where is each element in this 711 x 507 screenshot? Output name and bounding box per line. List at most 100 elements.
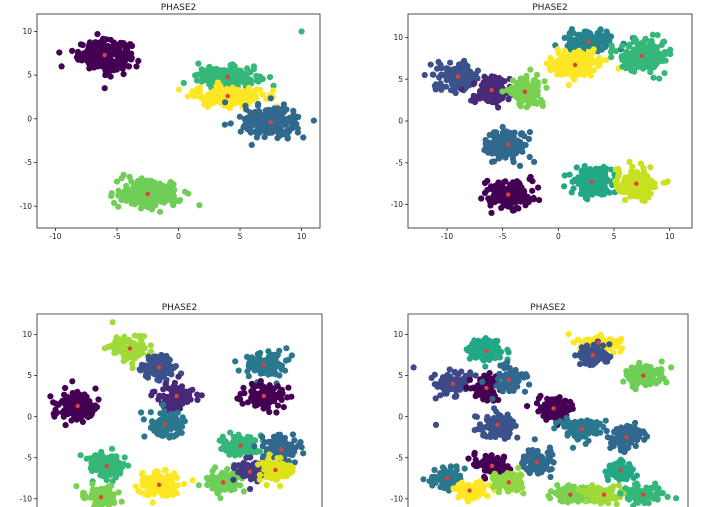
scatter-point: [561, 47, 568, 54]
scatter-point: [112, 463, 119, 470]
scatter-point: [116, 60, 123, 67]
scatter-point: [157, 416, 164, 423]
scatter-point: [629, 377, 636, 384]
scatter-point: [158, 374, 166, 381]
outlier-point: [109, 319, 116, 326]
scatter-point: [101, 345, 108, 352]
scatter-point: [619, 42, 626, 50]
scatter-point: [160, 199, 167, 206]
scatter-point: [252, 120, 259, 127]
scatter-point: [499, 148, 507, 155]
centroid-marker: [156, 365, 162, 370]
scatter-point: [171, 484, 178, 491]
scatter-point: [526, 129, 533, 136]
scatter-point: [534, 91, 541, 98]
scatter-point: [592, 57, 599, 64]
scatter-point: [531, 98, 538, 105]
scatter-point: [593, 189, 601, 196]
scatter-point: [498, 77, 505, 84]
scatter-point: [595, 62, 602, 69]
scatter-point: [577, 361, 584, 368]
scatter-point: [606, 341, 613, 348]
scatter-point: [667, 46, 674, 53]
scatter-point: [118, 498, 125, 505]
scatter-point: [153, 186, 160, 193]
scatter-point: [181, 480, 188, 488]
scatter-point: [167, 365, 174, 372]
scatter-point: [131, 183, 138, 190]
outlier-point: [661, 38, 668, 45]
cluster-1: [136, 351, 185, 384]
scatter-point: [139, 482, 146, 489]
scatter-point: [580, 349, 587, 357]
outlier-point: [101, 85, 108, 92]
scatter-point: [557, 59, 564, 66]
scatter-point: [216, 488, 223, 495]
scatter-point: [114, 336, 121, 343]
scatter-point: [642, 182, 649, 189]
y-tick-label: 10: [22, 27, 32, 36]
cluster-7: [77, 445, 132, 485]
scatter-point: [654, 44, 661, 51]
scatter-point: [648, 37, 655, 45]
scatter-point: [630, 51, 637, 59]
centroid-marker: [238, 443, 243, 448]
scatter-point: [631, 35, 638, 42]
scatter-point: [525, 199, 532, 206]
scatter-point: [231, 79, 238, 86]
scatter-point: [599, 175, 606, 182]
scatter-point: [646, 363, 653, 371]
scatter-point: [159, 475, 166, 482]
y-tick-label: -10: [20, 202, 32, 211]
scatter-point: [138, 409, 145, 416]
scatter-point: [437, 71, 445, 78]
scatter-point: [128, 178, 135, 185]
scatter-point: [453, 392, 460, 399]
scatter-point: [209, 467, 216, 474]
scatter-point: [278, 108, 285, 116]
scatter-point: [219, 433, 226, 440]
scatter-point: [267, 95, 274, 102]
scatter-point: [121, 454, 128, 461]
scatter-point: [598, 57, 605, 64]
x-tick-label: 10: [665, 232, 675, 241]
scatter-point: [173, 490, 180, 497]
scatter-point: [517, 94, 524, 101]
cluster-6: [481, 123, 538, 169]
cluster-2: [176, 79, 280, 112]
scatter-point: [147, 198, 154, 206]
scatter-point: [289, 124, 296, 132]
plot-title: PHASE2: [161, 3, 196, 13]
scatter-point: [96, 47, 103, 54]
scatter-point: [281, 434, 288, 442]
scatter-point: [523, 82, 530, 89]
centroid-marker: [261, 362, 267, 368]
scatter-point: [157, 488, 164, 495]
scatter-point: [102, 56, 109, 63]
scatter-point: [274, 402, 282, 409]
scatter-point: [89, 480, 96, 488]
scatter-point: [239, 400, 246, 407]
scatter-point: [658, 366, 665, 373]
scatter-point: [121, 338, 128, 345]
scatter-point: [247, 485, 254, 493]
y-tick-label: 0: [27, 114, 32, 123]
scatter-point: [191, 93, 198, 100]
scatter-point: [112, 349, 119, 356]
scatter-point: [219, 91, 226, 99]
scatter-point: [218, 445, 225, 452]
scatter-point: [443, 65, 450, 72]
scatter-point: [498, 348, 505, 355]
scatter-point: [245, 373, 252, 380]
scatter-point: [522, 141, 529, 149]
scatter-point: [136, 192, 143, 199]
scatter-point: [280, 470, 288, 477]
scatter-point: [565, 82, 572, 89]
scatter-point: [291, 459, 298, 466]
scatter-point: [653, 370, 660, 377]
scatter-point: [169, 405, 176, 412]
scatter-point: [626, 158, 633, 166]
scatter-point: [470, 92, 477, 99]
scatter-point: [87, 412, 94, 419]
